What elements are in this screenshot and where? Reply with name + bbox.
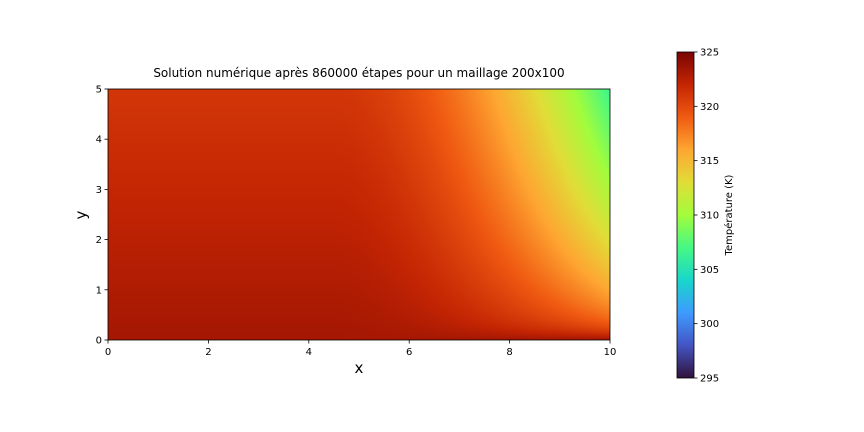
x-tick-label: 4 <box>306 347 312 358</box>
x-axis-ticks: 0 2 4 6 8 10 <box>105 340 617 358</box>
y-tick-label: 5 <box>96 85 102 96</box>
x-tick-label: 0 <box>105 347 111 358</box>
y-tick-label: 3 <box>96 185 102 196</box>
plot-frame <box>107 88 611 341</box>
colorbar-tick-label: 320 <box>700 102 719 113</box>
y-axis-label: y <box>72 210 90 219</box>
colorbar-tick-label: 295 <box>700 374 719 385</box>
colorbar-ticks: 295 300 305 310 315 320 325 <box>694 48 719 385</box>
x-tick-label: 8 <box>506 347 512 358</box>
x-tick-label: 2 <box>205 347 211 358</box>
x-tick-label: 6 <box>406 347 412 358</box>
colorbar-label: Température (K) <box>723 174 735 256</box>
colorbar-tick-label: 315 <box>700 156 719 167</box>
colorbar-tick-label: 305 <box>700 265 719 276</box>
heatmap-field <box>108 89 610 340</box>
chart-title: Solution numérique après 860000 étapes p… <box>153 66 564 80</box>
colorbar <box>676 51 695 379</box>
y-tick-label: 2 <box>96 235 102 246</box>
x-tick-label: 10 <box>604 347 617 358</box>
colorbar-tick-label: 310 <box>700 211 719 222</box>
y-tick-label: 1 <box>96 285 102 296</box>
colorbar-tick-label: 300 <box>700 319 719 330</box>
x-axis-label: x <box>355 359 364 377</box>
y-tick-label: 4 <box>96 135 102 146</box>
colorbar-tick-label: 325 <box>700 48 719 59</box>
y-axis-ticks: 0 1 2 3 4 5 <box>96 85 108 347</box>
y-tick-label: 0 <box>96 336 102 347</box>
